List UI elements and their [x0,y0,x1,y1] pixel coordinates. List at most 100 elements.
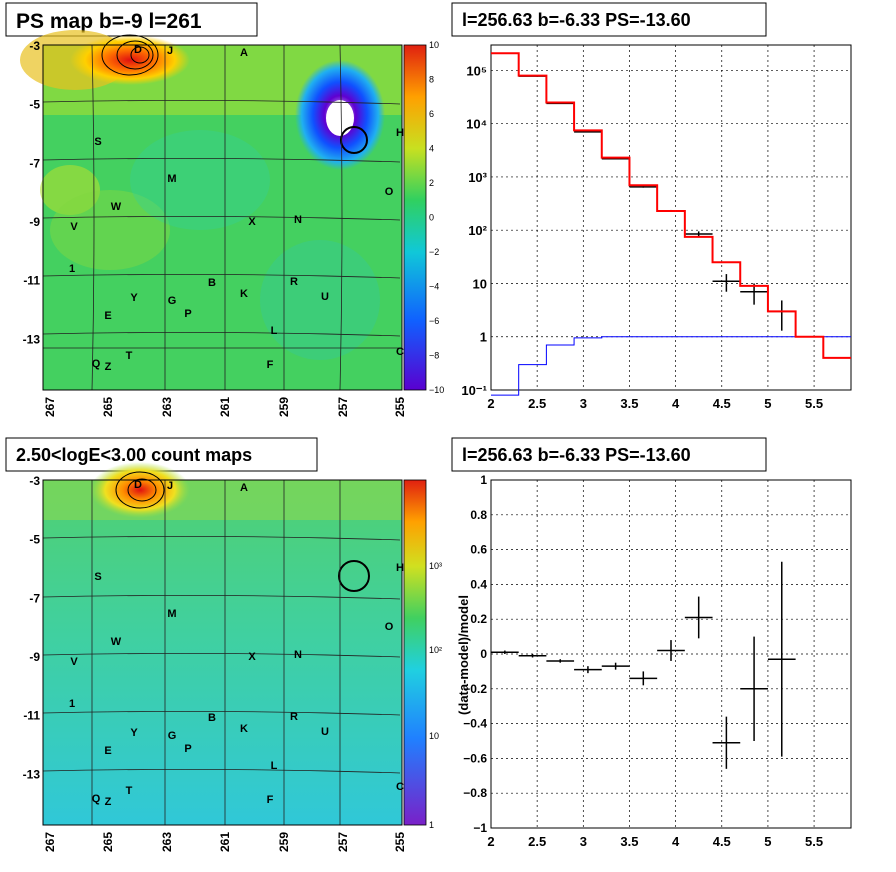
x-tick-label: 5.5 [805,834,823,849]
y-tick-label: −0.2 [463,682,487,696]
source-label: V [70,656,78,668]
source-label: L [271,325,278,337]
x-tick-label: 2 [487,834,494,849]
source-label: Z [105,796,112,808]
psmap-source-labels: D J A H S M O W V X N 1 B R Y G K U E P L Q Z T F C [69,44,404,373]
y-tick-label: −0.6 [463,751,487,765]
model-step-line [491,52,851,359]
residual-point [767,561,796,757]
source-label: K [240,288,248,300]
spectrum-y-tick-labels: 10⁻¹ 1 10 10² 10³ 10⁴ 10⁵ [461,63,487,398]
source-label: R [290,276,298,288]
source-label: T [126,350,133,362]
y-tick-label: −1 [473,821,487,835]
map-y-tick-label: -9 [29,215,40,229]
map-x-tick-label: 263 [160,397,174,417]
y-tick-label: 0.6 [470,543,487,557]
count-image [42,462,402,825]
source-label: F [267,794,274,806]
source-label: M [167,173,176,185]
colorbar-tick-label: 2 [429,178,434,188]
source-label: C [396,781,404,793]
map-x-tick-label: 259 [277,397,291,417]
residual-point [684,596,713,639]
source-label: O [385,621,394,633]
y-tick-label: 0.2 [470,612,487,626]
x-tick-label: 2.5 [528,396,546,411]
source-label: U [321,726,329,738]
residual-point [491,650,519,654]
colorbar-tick-label: −8 [429,351,439,361]
source-label: B [208,712,216,724]
residual-title: l=256.63 b=-6.33 PS=-13.60 [462,445,691,465]
source-label: P [184,743,191,755]
source-label: L [271,760,278,772]
map-y-tick-label: -13 [23,332,41,346]
source-label: R [290,711,298,723]
data-point [629,186,658,188]
colorbar-tick-label: −2 [429,247,439,257]
source-label: A [240,482,248,494]
colorbar-tick-label: 8 [429,75,434,85]
component-step-line [491,336,851,396]
x-tick-label: 4 [672,834,680,849]
count-target-circle [338,560,370,592]
residual-point [657,640,685,661]
map-x-tick-label: 261 [218,832,232,852]
x-tick-label: 5.5 [805,396,823,411]
count-title: 2.50<logE<3.00 count maps [16,445,252,465]
source-label: X [248,216,256,228]
spectrum-panel: l=256.63 b=-6.33 PS=-13.60 2 2.5 3 3.5 4 4.5 5… [451,2,852,411]
source-label: T [126,785,133,797]
x-tick-label: 2.5 [528,834,546,849]
psmap-target-circle [340,126,368,154]
y-tick-label: 10³ [468,170,487,185]
colorbar-tick-label: 10² [429,645,442,655]
colorbar-tick-label: 10³ [429,561,442,571]
spectrum-title-box [451,2,767,37]
count-panel: 2.50<logE<3.00 count maps D J A H S M O W V X N 1 B [5,437,442,852]
source-label: N [294,649,302,661]
source-label: 1 [69,698,75,710]
colorbar-tick-label: 0 [429,213,434,223]
spectrum-title: l=256.63 b=-6.33 PS=-13.60 [462,10,691,30]
x-tick-label: 5 [764,834,771,849]
y-tick-label: 10² [468,223,487,238]
map-x-tick-label: 255 [393,832,407,852]
residual-point [601,662,630,670]
y-tick-label: 1 [480,473,487,487]
residual-x-tick-labels: 2 2.5 3 3.5 4 4.5 5 5.5 [487,834,823,849]
source-label: M [167,608,176,620]
source-label: J [167,45,173,57]
source-label: U [321,291,329,303]
source-label: S [94,571,101,583]
psmap-y-tick-labels: -3 -5 -7 -9 -11 -13 [23,39,41,346]
map-y-tick-label: -5 [29,533,40,547]
count-x-tick-labels: 267 265 263 261 259 257 255 [43,832,407,852]
source-label: Y [130,292,138,304]
source-label: Q [92,793,101,805]
x-tick-label: 2 [487,396,494,411]
data-point [574,131,602,133]
source-label: H [396,127,404,139]
map-y-tick-label: -3 [29,474,40,488]
residual-grid [491,480,851,828]
spectrum-frame [490,44,852,391]
source-label: N [294,214,302,226]
colorbar-tick-label: 6 [429,109,434,119]
residual-panel: l=256.63 b=-6.33 PS=-13.60 2 2.5 3 3.5 4 4.5 5… [451,437,852,849]
psmap-panel: PS map b=-9 l=261 [5,2,444,417]
colorbar-tick-label: −10 [429,385,444,395]
source-label: H [396,562,404,574]
source-label: B [208,277,216,289]
residual-title-box [451,437,767,472]
map-x-tick-label: 267 [43,397,57,417]
source-label: G [168,730,177,742]
y-tick-label: 0.8 [470,508,487,522]
colorbar-tick-label: −6 [429,316,439,326]
map-y-tick-label: -9 [29,650,40,664]
source-label: D [134,479,142,491]
source-label: K [240,723,248,735]
colorbar-tick-label: 1 [429,820,434,830]
x-tick-label: 3.5 [620,396,638,411]
